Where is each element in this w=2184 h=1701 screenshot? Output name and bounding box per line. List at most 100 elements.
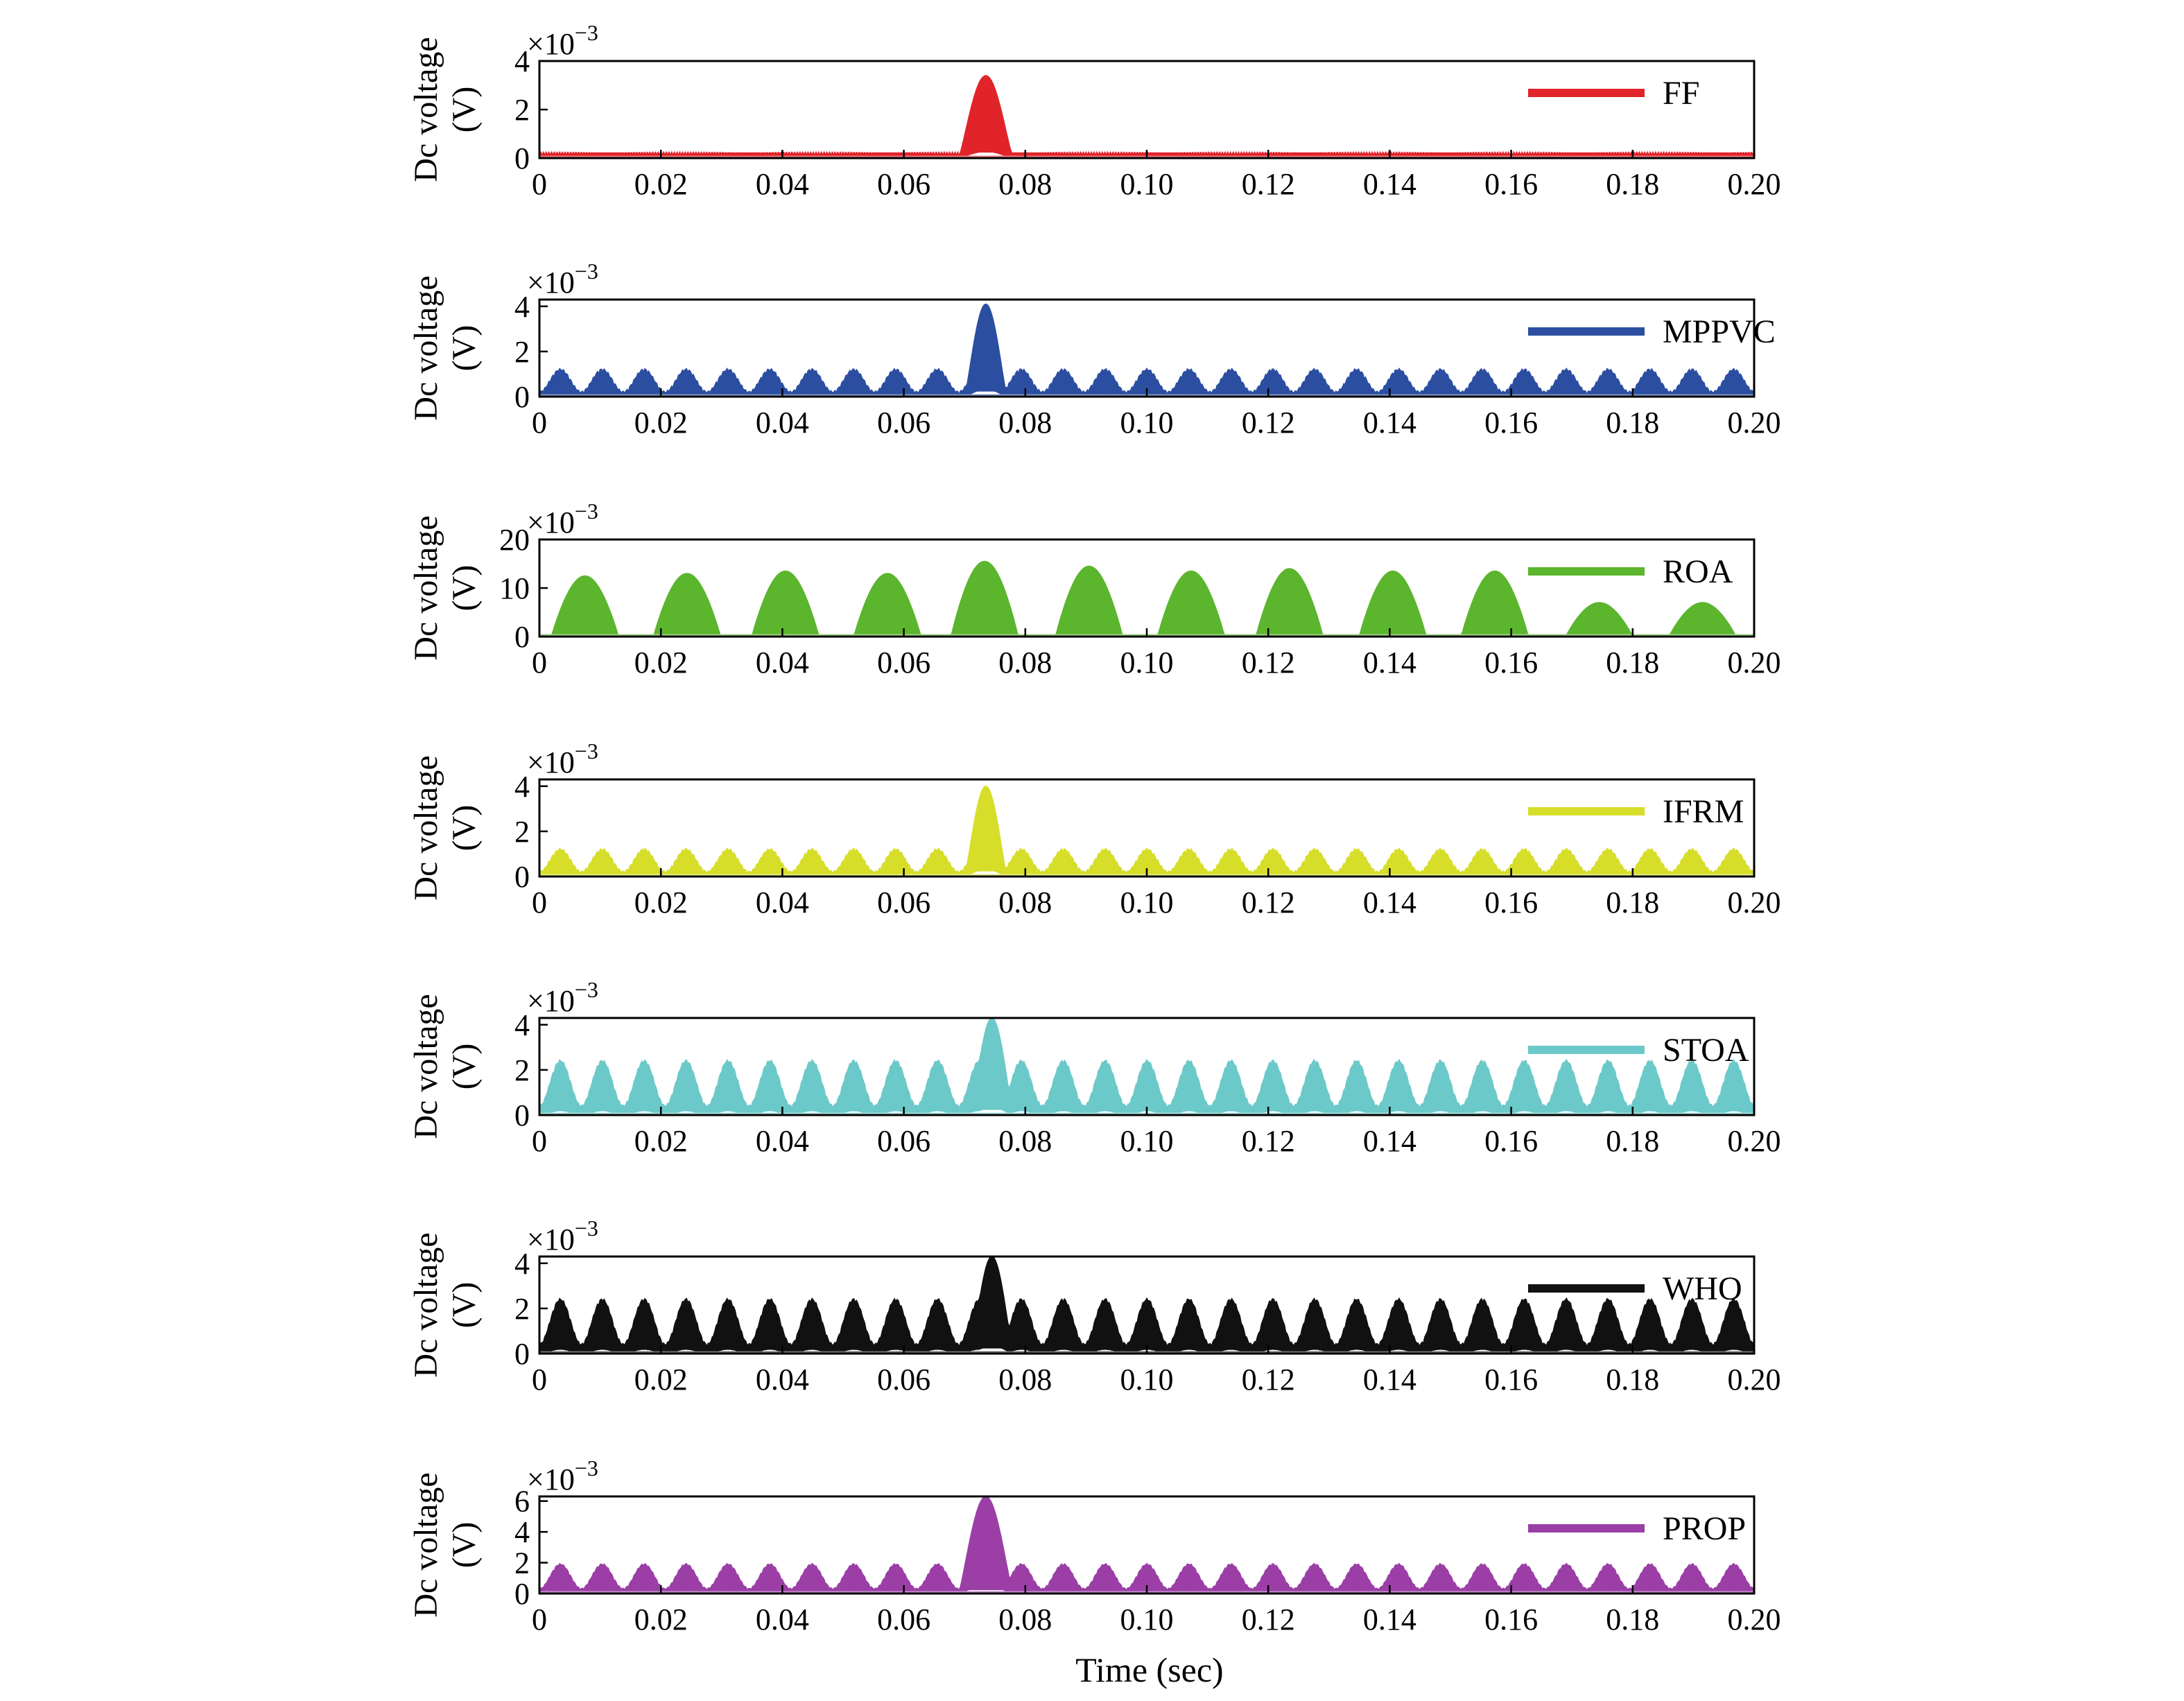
x-tick-label: 0.06 bbox=[877, 1603, 930, 1637]
x-tick-label: 0.04 bbox=[756, 1363, 809, 1397]
y-tick-label: 2 bbox=[514, 1053, 530, 1087]
x-tick-label: 0.16 bbox=[1484, 1363, 1538, 1397]
x-tick-label: 0.10 bbox=[1120, 167, 1174, 201]
x-tick-label: 0 bbox=[532, 1363, 547, 1397]
x-tick-label: 0 bbox=[532, 646, 547, 680]
y-tick-label: 0 bbox=[514, 1337, 530, 1371]
x-tick-label: 0 bbox=[532, 886, 547, 919]
x-tick-label: 0.10 bbox=[1120, 886, 1174, 919]
x-axis-label: Time (sec) bbox=[1075, 1650, 1223, 1689]
y-axis-label-line1: Dc voltage bbox=[408, 1232, 444, 1377]
x-tick-label: 0.06 bbox=[877, 406, 930, 440]
y-tick-label: 10 bbox=[499, 571, 530, 605]
y-axis-label-line1: Dc voltage bbox=[408, 275, 444, 420]
y-exponent-label: ×10−3 bbox=[527, 259, 598, 300]
plot-frame bbox=[538, 538, 1756, 638]
legend-label: ROA bbox=[1663, 553, 1733, 590]
y-axis-label-line1: Dc voltage bbox=[408, 515, 444, 660]
x-tick-label: 0 bbox=[532, 1603, 547, 1637]
y-axis-label-line1: Dc voltage bbox=[408, 37, 444, 182]
panel-who: 0 0.02 0.04 0.06 0.08 0.10 0.12 0.14 0.16 0.18 0.2… bbox=[408, 1216, 1781, 1397]
x-tick-label: 0.02 bbox=[634, 406, 688, 440]
x-tick-label: 0.08 bbox=[998, 167, 1052, 201]
x-tick-label: 0.12 bbox=[1242, 406, 1295, 440]
y-tick-label: 4 bbox=[514, 44, 530, 78]
x-tick-label: 0.16 bbox=[1484, 646, 1538, 680]
x-tick-label: 0.10 bbox=[1120, 1124, 1174, 1158]
x-tick-label: 0 bbox=[532, 406, 547, 440]
y-exponent-label: ×10−3 bbox=[527, 499, 598, 539]
x-tick-label: 0.02 bbox=[634, 1124, 688, 1158]
x-tick-label: 0.06 bbox=[877, 646, 930, 680]
x-tick-label: 0.18 bbox=[1606, 1124, 1659, 1158]
x-tick-label: 0.12 bbox=[1242, 1363, 1295, 1397]
y-tick-label: 4 bbox=[514, 770, 530, 804]
y-axis-label-line2: (V) bbox=[446, 805, 483, 852]
series-mppvc-area bbox=[539, 303, 1755, 397]
panel-ifrm: 0 0.02 0.04 0.06 0.08 0.10 0.12 0.14 0.16 0.18 0.2… bbox=[408, 739, 1781, 919]
y-exponent-label: ×10−3 bbox=[527, 739, 598, 779]
y-axis-label-line2: (V) bbox=[446, 565, 483, 612]
legend-label: MPPVC bbox=[1663, 313, 1776, 350]
y-axis-label-line1: Dc voltage bbox=[408, 755, 444, 900]
y-axis-label-line1: Dc voltage bbox=[408, 994, 444, 1139]
legend-ff: FF bbox=[1528, 75, 1699, 112]
x-tick-label: 0.18 bbox=[1606, 886, 1659, 919]
x-tick-label: 0.02 bbox=[634, 167, 688, 201]
y-tick-label: 2 bbox=[514, 1546, 530, 1580]
x-tick-label: 0.14 bbox=[1363, 886, 1416, 919]
legend-who: WHO bbox=[1528, 1270, 1742, 1307]
x-tick-label: 0.02 bbox=[634, 886, 688, 919]
x-tick-label: 0.08 bbox=[998, 1363, 1052, 1397]
y-tick-label: 0 bbox=[514, 860, 530, 894]
y-axis-label: Dc voltage (V) bbox=[408, 275, 483, 420]
y-axis-label: Dc voltage (V) bbox=[408, 515, 483, 660]
legend-label: PROP bbox=[1663, 1510, 1746, 1547]
y-tick-label: 20 bbox=[499, 523, 530, 557]
legend-label: FF bbox=[1663, 75, 1699, 112]
panel-roa: 0 0.02 0.04 0.06 0.08 0.10 0.12 0.14 0.16 0.18 0.2… bbox=[408, 499, 1781, 680]
x-tick-label: 0.08 bbox=[998, 406, 1052, 440]
x-tick-label: 0.12 bbox=[1242, 1124, 1295, 1158]
x-tick-label: 0.14 bbox=[1363, 167, 1416, 201]
series-ifrm-area bbox=[539, 786, 1755, 877]
legend-label: WHO bbox=[1663, 1270, 1742, 1307]
x-tick-label: 0.14 bbox=[1363, 406, 1416, 440]
y-tick-label: 4 bbox=[514, 1008, 530, 1042]
x-tick-label: 0.20 bbox=[1728, 886, 1781, 919]
y-tick-label: 4 bbox=[514, 290, 530, 324]
y-axis-label-line2: (V) bbox=[446, 1282, 483, 1329]
x-tick-label: 0.02 bbox=[634, 1363, 688, 1397]
x-tick-label: 0.18 bbox=[1606, 167, 1659, 201]
x-tick-label: 0.18 bbox=[1606, 1603, 1659, 1637]
x-tick-label: 0.18 bbox=[1606, 646, 1659, 680]
x-tick-label: 0.20 bbox=[1728, 1124, 1781, 1158]
y-tick-label: 0 bbox=[514, 1577, 530, 1611]
y-axis-label: Dc voltage (V) bbox=[408, 755, 483, 900]
legend-roa: ROA bbox=[1528, 553, 1733, 590]
x-tick-label: 0 bbox=[532, 167, 547, 201]
y-axis-label-line1: Dc voltage bbox=[408, 1472, 444, 1617]
y-tick-label: 4 bbox=[514, 1515, 530, 1549]
y-tick-label: 2 bbox=[514, 1292, 530, 1326]
y-tick-label: 0 bbox=[514, 620, 530, 654]
x-tick-label: 0.06 bbox=[877, 167, 930, 201]
legend-label: STOA bbox=[1663, 1032, 1749, 1069]
x-tick-label: 0.04 bbox=[756, 646, 809, 680]
x-tick-label: 0.14 bbox=[1363, 1363, 1416, 1397]
series-who-area bbox=[539, 1256, 1755, 1354]
y-exponent-label: ×10−3 bbox=[527, 1456, 598, 1496]
x-tick-label: 0.12 bbox=[1242, 886, 1295, 919]
y-tick-label: 0 bbox=[514, 141, 530, 175]
y-exponent-label: ×10−3 bbox=[527, 1216, 598, 1257]
y-axis-label: Dc voltage (V) bbox=[408, 1472, 483, 1617]
x-tick-label: 0.20 bbox=[1728, 1363, 1781, 1397]
x-tick-label: 0.10 bbox=[1120, 406, 1174, 440]
x-tick-label: 0.06 bbox=[877, 1363, 930, 1397]
y-tick-label: 4 bbox=[514, 1247, 530, 1281]
x-tick-label: 0 bbox=[532, 1124, 547, 1158]
x-tick-label: 0.06 bbox=[877, 886, 930, 919]
legend-label: IFRM bbox=[1663, 793, 1744, 830]
x-tick-label: 0.08 bbox=[998, 646, 1052, 680]
x-tick-label: 0.08 bbox=[998, 886, 1052, 919]
